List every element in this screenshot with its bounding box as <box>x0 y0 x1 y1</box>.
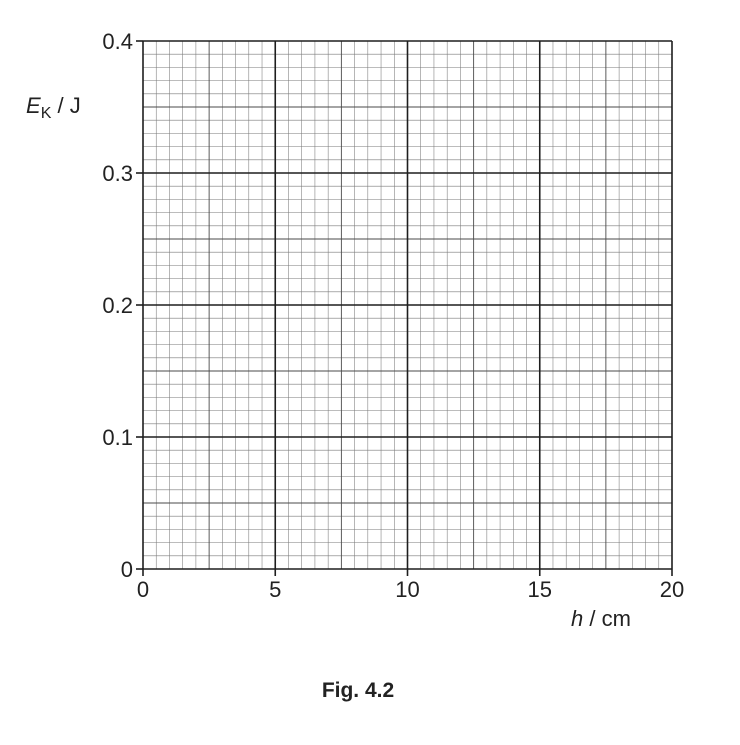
y-axis-subscript: K <box>41 105 52 122</box>
x-axis-unit: cm <box>602 606 631 631</box>
y-axis-symbol: E <box>26 93 41 118</box>
y-tick-label: 0.4 <box>102 29 133 54</box>
tick-labels: 0 5 10 15 20 0 0.1 0.2 0.3 0.4 <box>102 29 684 602</box>
x-tick-label: 15 <box>528 577 552 602</box>
figure-caption: Fig. 4.2 <box>322 679 394 702</box>
grid <box>142 40 673 570</box>
y-tick-label: 0.2 <box>102 293 133 318</box>
x-tick-label: 5 <box>269 577 281 602</box>
x-tick-label: 20 <box>660 577 684 602</box>
axis-ticks <box>136 40 673 576</box>
y-axis-unit: J <box>70 93 81 118</box>
y-tick-label: 0.1 <box>102 425 133 450</box>
y-axis-slash: / <box>51 93 69 118</box>
x-axis-label: h / cm <box>571 606 631 631</box>
x-axis-symbol: h <box>571 606 583 631</box>
x-tick-label: 10 <box>395 577 419 602</box>
y-tick-label: 0.3 <box>102 161 133 186</box>
x-tick-label: 0 <box>137 577 149 602</box>
y-axis-label: EK / J <box>26 93 81 122</box>
y-tick-label: 0 <box>121 557 133 582</box>
x-axis-slash: / <box>583 606 601 631</box>
